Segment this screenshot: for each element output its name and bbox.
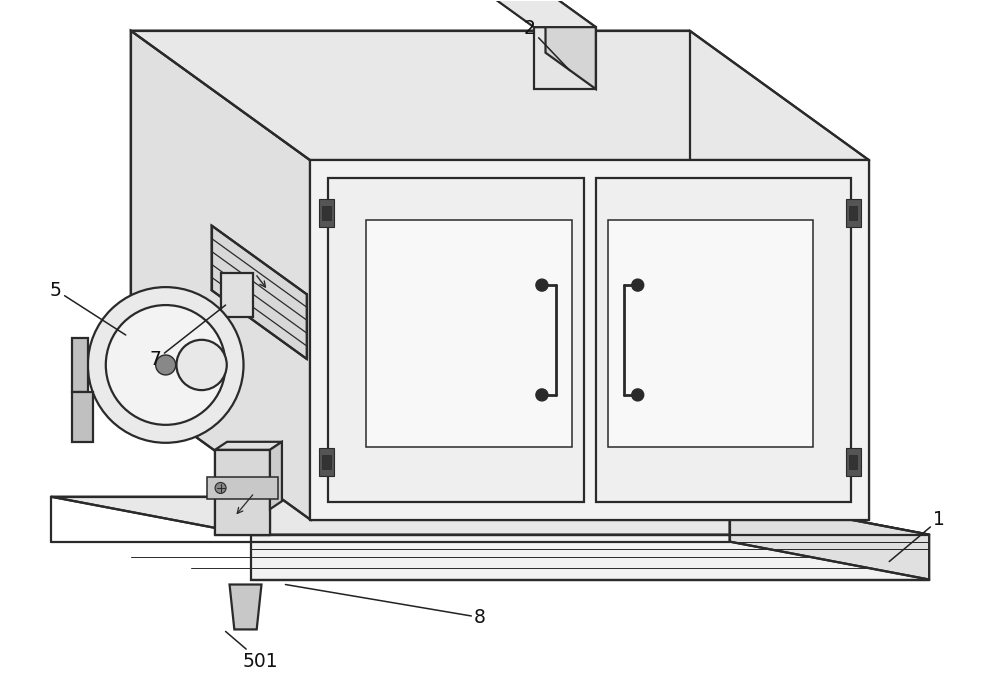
- Polygon shape: [849, 455, 857, 469]
- Polygon shape: [534, 27, 596, 89]
- Polygon shape: [215, 450, 270, 535]
- Polygon shape: [730, 497, 929, 580]
- Polygon shape: [221, 273, 253, 317]
- Polygon shape: [72, 337, 88, 393]
- Polygon shape: [212, 226, 307, 359]
- Polygon shape: [207, 477, 278, 499]
- Circle shape: [88, 287, 244, 443]
- Circle shape: [536, 389, 548, 401]
- Text: 501: 501: [226, 631, 278, 671]
- Polygon shape: [366, 220, 572, 447]
- Circle shape: [632, 389, 644, 401]
- Polygon shape: [230, 584, 261, 629]
- Polygon shape: [131, 30, 310, 520]
- Circle shape: [156, 355, 176, 375]
- Circle shape: [106, 305, 226, 425]
- Text: 7: 7: [150, 305, 226, 369]
- Text: 5: 5: [50, 281, 126, 335]
- Polygon shape: [596, 178, 851, 502]
- Polygon shape: [131, 30, 869, 160]
- Polygon shape: [322, 206, 331, 220]
- Polygon shape: [319, 448, 334, 475]
- Polygon shape: [484, 0, 596, 27]
- Polygon shape: [849, 206, 857, 220]
- Text: 8: 8: [285, 584, 486, 627]
- Polygon shape: [215, 442, 282, 450]
- Polygon shape: [310, 160, 869, 520]
- Polygon shape: [846, 448, 861, 475]
- Polygon shape: [51, 497, 929, 535]
- Polygon shape: [319, 199, 334, 227]
- Polygon shape: [72, 393, 93, 442]
- Polygon shape: [608, 220, 813, 447]
- Polygon shape: [846, 199, 861, 227]
- Polygon shape: [270, 442, 282, 509]
- Text: 1: 1: [889, 510, 945, 562]
- Polygon shape: [546, 0, 596, 89]
- Polygon shape: [251, 535, 929, 580]
- Polygon shape: [328, 178, 584, 502]
- Circle shape: [632, 279, 644, 291]
- Circle shape: [215, 482, 226, 493]
- Circle shape: [536, 279, 548, 291]
- Circle shape: [176, 339, 227, 390]
- Polygon shape: [322, 455, 331, 469]
- Text: 2: 2: [524, 19, 570, 70]
